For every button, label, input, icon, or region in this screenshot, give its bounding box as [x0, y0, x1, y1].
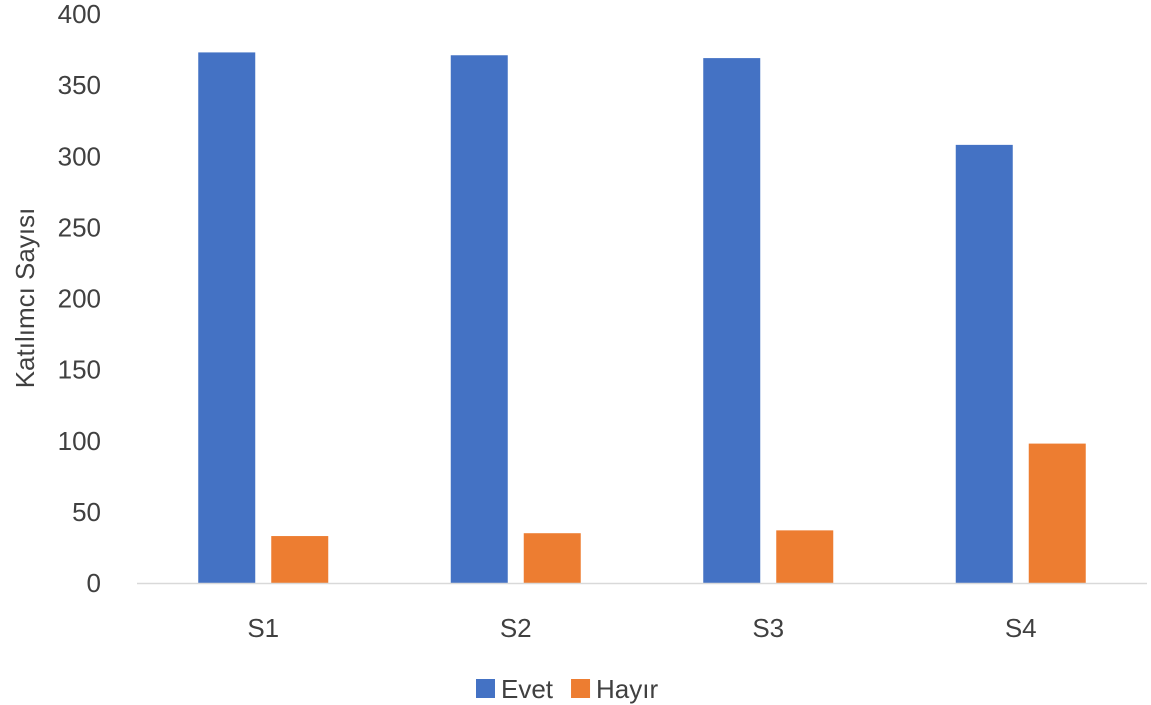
- bar-hayr-s3: [776, 530, 834, 583]
- x-tick-label: S1: [247, 613, 279, 643]
- x-axis-ticks: S1 S2 S3 S4: [247, 613, 1036, 643]
- legend-item: Evet: [476, 674, 554, 704]
- bar-hayr-s1: [271, 536, 329, 583]
- legend-label: Hayır: [596, 674, 658, 704]
- legend-label: Evet: [501, 674, 554, 704]
- x-tick-label: S2: [500, 613, 532, 643]
- y-tick-label: 300: [58, 141, 101, 171]
- bar-evet-s1: [198, 52, 256, 584]
- bar-hayr-s4: [1028, 443, 1086, 583]
- y-tick-label: 50: [72, 497, 101, 527]
- legend-item: Hayır: [571, 674, 658, 704]
- legend-swatch: [571, 679, 591, 698]
- bar-hayr-s2: [523, 533, 581, 583]
- legend: Evet Hayır: [476, 674, 658, 704]
- y-tick-label: 250: [58, 212, 101, 242]
- x-tick-label: S3: [752, 613, 784, 643]
- y-axis-ticks: 0 50 100 150 200 250 300 350 400: [58, 0, 101, 598]
- bar-evet-s4: [955, 144, 1013, 583]
- y-tick-label: 350: [58, 70, 101, 100]
- x-tick-label: S4: [1005, 613, 1037, 643]
- bar-evet-s2: [450, 55, 508, 583]
- y-axis-title: Katılımcı Sayısı: [10, 208, 40, 389]
- y-tick-label: 150: [58, 355, 101, 385]
- y-tick-label: 100: [58, 426, 101, 456]
- y-tick-label: 200: [58, 284, 101, 314]
- bars: [198, 52, 1086, 584]
- bar-evet-s3: [703, 58, 761, 584]
- legend-swatch: [476, 679, 495, 698]
- y-tick-label: 400: [58, 0, 101, 29]
- y-tick-label: 0: [87, 568, 101, 598]
- y-axis-title-group: Katılımcı Sayısı: [10, 208, 40, 389]
